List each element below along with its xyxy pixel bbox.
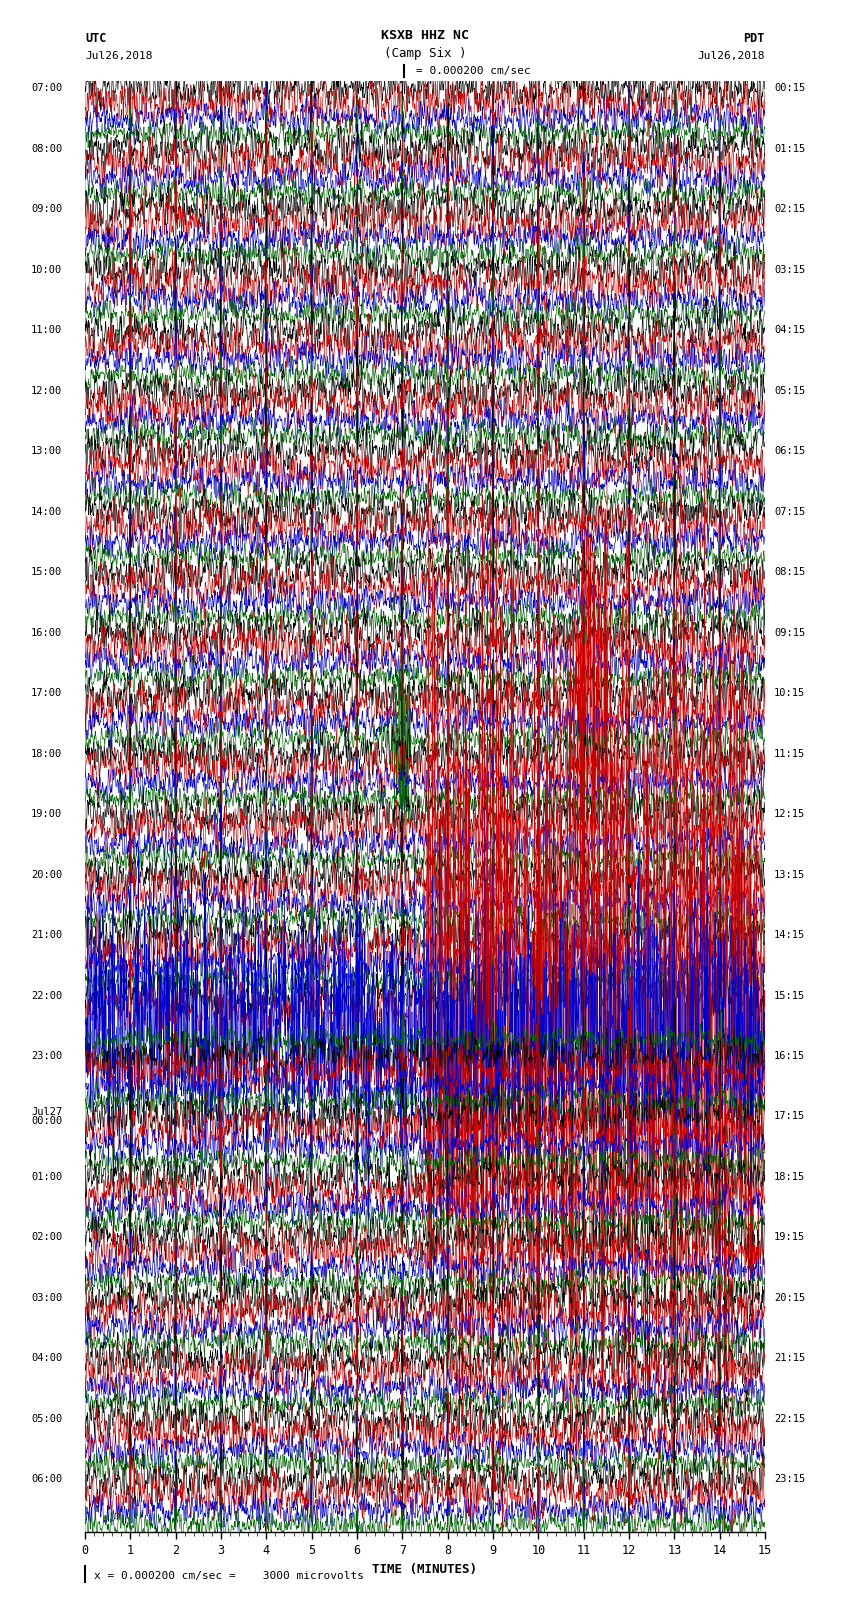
Text: 04:15: 04:15 [774,326,805,336]
Text: 23:15: 23:15 [774,1474,805,1484]
Text: 19:15: 19:15 [774,1232,805,1242]
Text: 06:00: 06:00 [31,1474,62,1484]
Text: (Camp Six ): (Camp Six ) [383,47,467,60]
Text: Jul26,2018: Jul26,2018 [698,52,765,61]
Text: 06:15: 06:15 [774,447,805,456]
Text: 14:15: 14:15 [774,931,805,940]
Text: 03:00: 03:00 [31,1294,62,1303]
Text: 16:15: 16:15 [774,1052,805,1061]
Text: 13:00: 13:00 [31,447,62,456]
Text: 00:15: 00:15 [774,84,805,94]
Text: 19:00: 19:00 [31,810,62,819]
Text: 12:00: 12:00 [31,386,62,395]
Text: Jul26,2018: Jul26,2018 [85,52,152,61]
Text: 12:15: 12:15 [774,810,805,819]
Text: 02:00: 02:00 [31,1232,62,1242]
Text: PDT: PDT [744,32,765,45]
Text: 09:15: 09:15 [774,627,805,637]
Text: 20:00: 20:00 [31,869,62,879]
Text: 13:15: 13:15 [774,869,805,879]
Text: 22:15: 22:15 [774,1415,805,1424]
Text: KSXB HHZ NC: KSXB HHZ NC [381,29,469,42]
Text: 05:15: 05:15 [774,386,805,395]
Text: 22:00: 22:00 [31,990,62,1000]
Text: 08:00: 08:00 [31,144,62,153]
Text: 10:00: 10:00 [31,265,62,274]
Text: 21:00: 21:00 [31,931,62,940]
Text: 01:00: 01:00 [31,1173,62,1182]
Text: 23:00: 23:00 [31,1052,62,1061]
Text: 00:00: 00:00 [31,1116,62,1126]
Text: 20:15: 20:15 [774,1294,805,1303]
Text: = 0.000200 cm/sec: = 0.000200 cm/sec [416,66,531,76]
Text: 05:00: 05:00 [31,1415,62,1424]
Text: 11:15: 11:15 [774,748,805,758]
Text: 18:15: 18:15 [774,1173,805,1182]
Text: 07:00: 07:00 [31,84,62,94]
Text: 01:15: 01:15 [774,144,805,153]
Text: 03:15: 03:15 [774,265,805,274]
Text: 16:00: 16:00 [31,627,62,637]
Text: 15:15: 15:15 [774,990,805,1000]
Text: x = 0.000200 cm/sec =    3000 microvolts: x = 0.000200 cm/sec = 3000 microvolts [94,1571,364,1581]
Text: 07:15: 07:15 [774,506,805,516]
Text: 14:00: 14:00 [31,506,62,516]
Text: 15:00: 15:00 [31,568,62,577]
Text: 21:15: 21:15 [774,1353,805,1363]
Text: 11:00: 11:00 [31,326,62,336]
Text: 09:00: 09:00 [31,205,62,215]
X-axis label: TIME (MINUTES): TIME (MINUTES) [372,1563,478,1576]
Text: 04:00: 04:00 [31,1353,62,1363]
Text: Jul27: Jul27 [31,1107,62,1116]
Text: 17:00: 17:00 [31,689,62,698]
Text: 18:00: 18:00 [31,748,62,758]
Text: UTC: UTC [85,32,106,45]
Text: 02:15: 02:15 [774,205,805,215]
Text: 10:15: 10:15 [774,689,805,698]
Text: 17:15: 17:15 [774,1111,805,1121]
Text: 08:15: 08:15 [774,568,805,577]
